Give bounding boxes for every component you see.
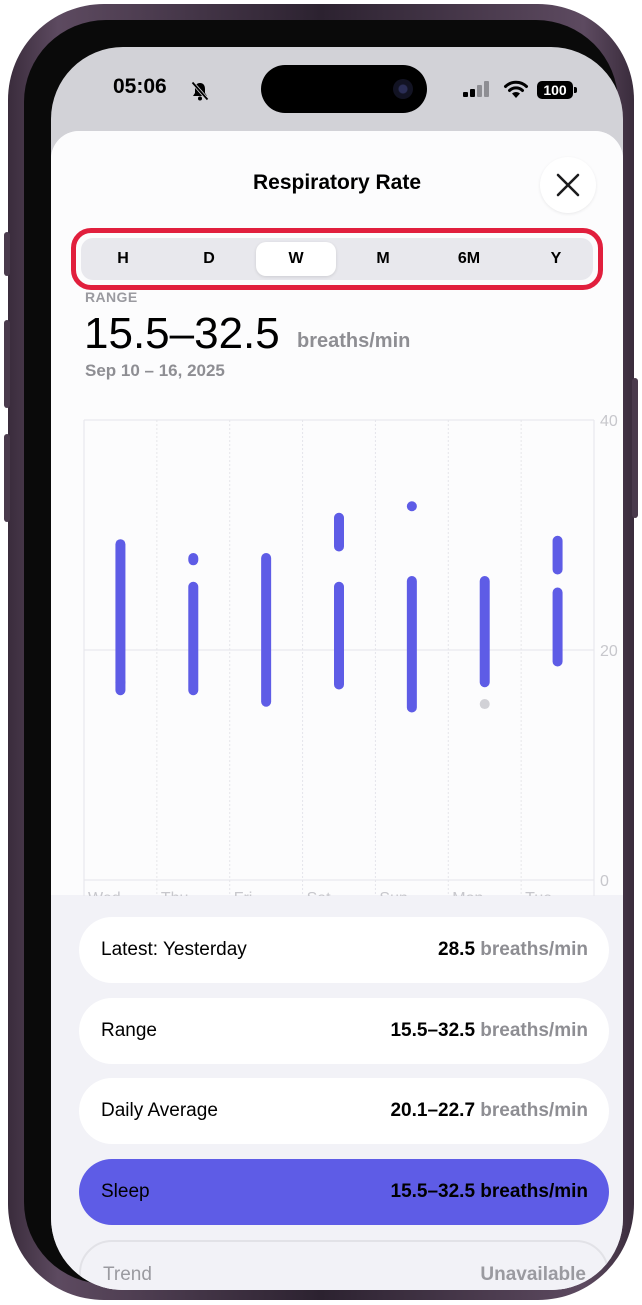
action-button (4, 232, 10, 276)
range-bar (334, 512, 344, 552)
x-tick-label: Sat (307, 890, 332, 896)
range-card-unit: breaths/min (480, 1020, 588, 1041)
range-value: 15.5–32.5 (84, 309, 280, 358)
screen: 05:06 100 (51, 47, 623, 1290)
range-bar (261, 553, 272, 707)
range-bar (115, 677, 126, 696)
daily-average-label: Daily Average (101, 1100, 218, 1121)
range-bar (479, 576, 490, 688)
latest-value-group: 28.5 breaths/min (438, 917, 588, 983)
phone-frame: 05:06 100 (4, 4, 638, 1300)
dynamic-island (261, 65, 427, 113)
sheet-title: Respiratory Rate (252, 171, 422, 194)
range-card-value-group: 15.5–32.5 breaths/min (390, 998, 588, 1064)
range-card-value: 15.5–32.5 (390, 1020, 476, 1041)
segment-year[interactable]: Y (550, 250, 562, 267)
sleep-label: Sleep (101, 1181, 150, 1202)
respiratory-range-chart[interactable]: 40 20 0 Wed Thu Fri Sat Sun Mon Tue (51, 381, 623, 896)
latest-value: 28.5 (438, 939, 476, 960)
close-icon (556, 173, 580, 197)
range-card[interactable]: Range 15.5–32.5 breaths/min (79, 998, 609, 1064)
x-tick-label: Sun (379, 890, 407, 896)
y-tick-label: 0 (600, 873, 609, 890)
daily-average-value-group: 20.1–22.7 breaths/min (390, 1078, 588, 1144)
trend-value: Unavailable (480, 1264, 586, 1285)
range-bar (406, 501, 417, 512)
latest-card[interactable]: Latest: Yesterday 28.5 breaths/min (79, 917, 609, 983)
daily-average-unit: breaths/min (480, 1100, 588, 1121)
x-tick-label: Tue (525, 890, 552, 896)
sleep-card[interactable]: Sleep 15.5–32.5 breaths/min (79, 1159, 609, 1225)
no-data-point (479, 699, 490, 710)
close-button[interactable] (540, 157, 596, 213)
y-tick-label: 20 (600, 643, 618, 660)
segment-week[interactable]: W (256, 242, 336, 276)
range-bar (334, 581, 344, 690)
segment-day[interactable]: D (203, 250, 215, 267)
x-tick-label: Wed (88, 890, 121, 896)
status-time: 05:06 (113, 75, 167, 98)
side-button (632, 378, 638, 518)
range-bar (188, 553, 199, 566)
battery-indicator: 100 (537, 81, 573, 99)
volume-up-button (4, 320, 10, 408)
wifi-icon (504, 80, 528, 98)
segment-hour[interactable]: H (117, 250, 129, 267)
x-tick-label: Fri (234, 890, 253, 896)
camera-icon (393, 79, 413, 99)
daily-average-card[interactable]: Daily Average 20.1–22.7 breaths/min (79, 1078, 609, 1144)
time-range-segmented-control: H D W M 6M Y (81, 238, 593, 280)
range-unit: breaths/min (297, 330, 411, 352)
cellular-signal-icon (463, 81, 489, 97)
latest-label: Latest: Yesterday (101, 939, 247, 960)
silent-bell-icon (191, 81, 209, 101)
range-bar (115, 539, 126, 688)
segment-month[interactable]: M (376, 250, 390, 267)
range-bar (406, 576, 417, 713)
respiratory-rate-sheet: Respiratory Rate H D W M 6M Y RANGE (51, 131, 623, 1290)
daily-average-value: 20.1–22.7 (390, 1100, 476, 1121)
date-range: Sep 10 – 16, 2025 (85, 361, 225, 380)
range-card-label: Range (101, 1020, 157, 1041)
x-tick-label: Thu (161, 890, 189, 896)
latest-unit: breaths/min (480, 939, 588, 960)
bezel: 05:06 100 (24, 20, 623, 1290)
range-bar (188, 581, 199, 696)
range-bar (552, 535, 563, 575)
trend-label: Trend (103, 1264, 152, 1285)
y-tick-label: 40 (600, 413, 618, 430)
trend-card[interactable]: Trend Unavailable (79, 1240, 609, 1290)
highlight-outline (71, 228, 603, 290)
range-label: RANGE (85, 289, 138, 305)
volume-down-button (4, 434, 10, 522)
segment-6-months[interactable]: 6M (457, 250, 481, 267)
sleep-value: 15.5–32.5 breaths/min (390, 1181, 589, 1202)
battery-nub (574, 87, 577, 93)
range-bar (552, 587, 563, 667)
x-tick-label: Mon (452, 890, 483, 896)
